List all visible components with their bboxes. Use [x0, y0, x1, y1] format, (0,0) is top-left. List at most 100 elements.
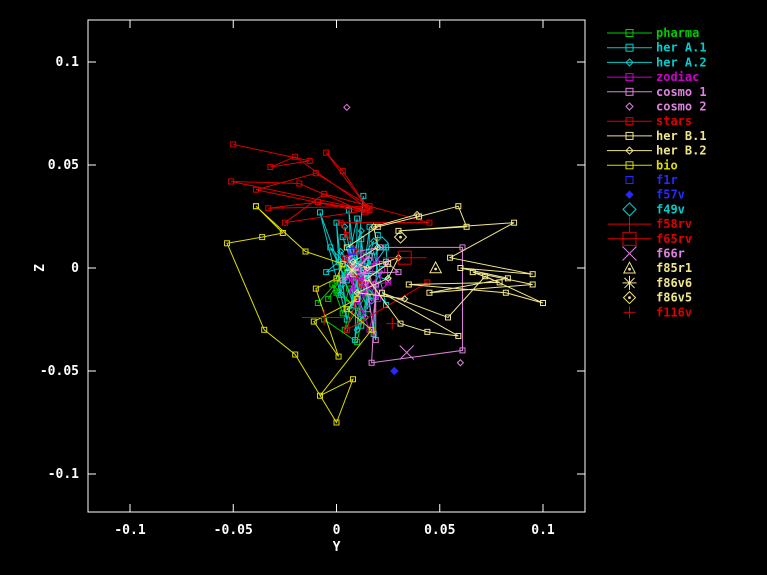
y-tick-label: 0	[71, 261, 79, 276]
y-axis-title: Z	[33, 264, 48, 272]
legend-label-pharma: pharma	[656, 26, 699, 40]
data-point-marker	[224, 240, 231, 247]
data-point-marker	[346, 264, 358, 276]
data-point-marker	[625, 190, 634, 199]
data-point-marker	[372, 281, 379, 288]
x-tick-label: -0.05	[214, 523, 253, 538]
y-tick-label: 0.05	[48, 158, 79, 173]
data-point-marker	[265, 205, 272, 212]
data-point-marker	[358, 281, 365, 288]
data-point-marker	[343, 326, 350, 333]
legend-label-f49v: f49v	[656, 202, 685, 216]
data-point-marker	[434, 267, 438, 271]
data-point-marker	[343, 316, 350, 323]
data-point-marker	[628, 267, 631, 271]
x-tick-label: 0.1	[531, 523, 555, 538]
data-point-marker	[333, 275, 340, 282]
data-point-marker	[296, 180, 303, 187]
data-point-marker	[343, 244, 350, 251]
data-point-marker	[367, 297, 376, 305]
data-point-marker	[459, 347, 466, 354]
data-point-marker	[622, 290, 637, 305]
data-point-marker	[337, 219, 344, 226]
data-point-marker	[353, 326, 361, 334]
data-point-marker	[323, 269, 330, 276]
data-point-marker	[529, 271, 536, 278]
legend-label-f116v: f116v	[656, 305, 692, 319]
data-point-marker	[463, 223, 470, 230]
data-point-marker	[424, 279, 431, 286]
data-point-marker	[366, 223, 373, 230]
data-point-marker	[325, 295, 332, 302]
data-point-marker	[292, 153, 299, 160]
data-point-marker	[625, 58, 634, 67]
data-point-marker	[399, 345, 415, 360]
data-point-marker	[482, 273, 489, 280]
x-axis-title: Y	[333, 540, 341, 555]
legend-label-her-B-1: her B.1	[656, 129, 707, 143]
data-point-marker	[372, 256, 379, 263]
data-point-marker	[400, 295, 409, 303]
legend-label-f65rv: f65rv	[656, 232, 692, 246]
data-point-marker	[365, 256, 374, 264]
data-point-marker	[267, 164, 274, 171]
data-point-marker	[348, 248, 356, 256]
data-point-marker	[457, 265, 464, 271]
data-point-marker	[341, 223, 349, 231]
data-point-marker	[338, 280, 347, 289]
legend-label-f58rv: f58rv	[656, 217, 692, 231]
data-point-marker	[622, 261, 637, 274]
data-point-marker	[339, 168, 346, 175]
data-point-marker	[429, 260, 443, 274]
y-tick-label: -0.1	[48, 467, 79, 482]
data-point-marker	[339, 277, 346, 284]
data-point-marker	[341, 254, 348, 261]
x-tick-label: 0.05	[424, 523, 455, 538]
data-point-marker	[228, 178, 235, 185]
data-point-marker	[252, 203, 259, 210]
data-point-marker	[399, 235, 402, 239]
data-point-marker	[372, 337, 379, 344]
data-point-marker	[369, 223, 378, 231]
legend-label-her-B-2: her B.2	[656, 144, 707, 158]
data-point-marker	[625, 43, 634, 52]
legend-label-f66r: f66r	[656, 247, 685, 261]
legend-label-bio: bio	[656, 158, 678, 172]
data-point-marker	[374, 236, 390, 251]
y-tick-label: -0.05	[40, 364, 79, 379]
data-point-marker	[529, 281, 536, 288]
legend-label-stars: stars	[656, 114, 692, 128]
data-point-marker	[363, 264, 372, 272]
data-point-marker	[447, 254, 454, 261]
data-point-marker	[316, 392, 323, 399]
data-point-marker	[511, 219, 518, 226]
data-point-marker	[622, 202, 637, 217]
data-point-marker	[625, 102, 634, 111]
legend-label-f57v: f57v	[656, 188, 685, 202]
data-point-marker	[360, 252, 367, 259]
data-point-marker	[625, 161, 634, 170]
data-point-marker	[321, 190, 328, 197]
data-point-marker	[333, 419, 340, 426]
data-point-marker	[625, 87, 634, 96]
data-point-marker	[369, 237, 378, 245]
data-point-marker	[327, 244, 334, 251]
data-point-marker	[405, 281, 412, 288]
data-point-marker	[504, 275, 511, 282]
legend-label-her-A-2: her A.2	[656, 55, 707, 69]
data-point-marker	[354, 215, 361, 222]
data-point-marker	[230, 141, 237, 148]
data-point-marker	[350, 376, 357, 383]
data-point-marker	[445, 314, 452, 321]
data-point-marker	[316, 209, 323, 216]
data-point-marker	[455, 203, 462, 210]
data-point-marker	[625, 117, 634, 126]
data-point-marker	[333, 219, 340, 226]
data-point-marker	[323, 149, 330, 156]
data-point-marker	[358, 310, 365, 317]
data-point-marker	[378, 289, 385, 296]
data-point-marker	[279, 229, 286, 236]
data-point-marker	[395, 269, 402, 276]
data-point-marker	[343, 103, 351, 112]
